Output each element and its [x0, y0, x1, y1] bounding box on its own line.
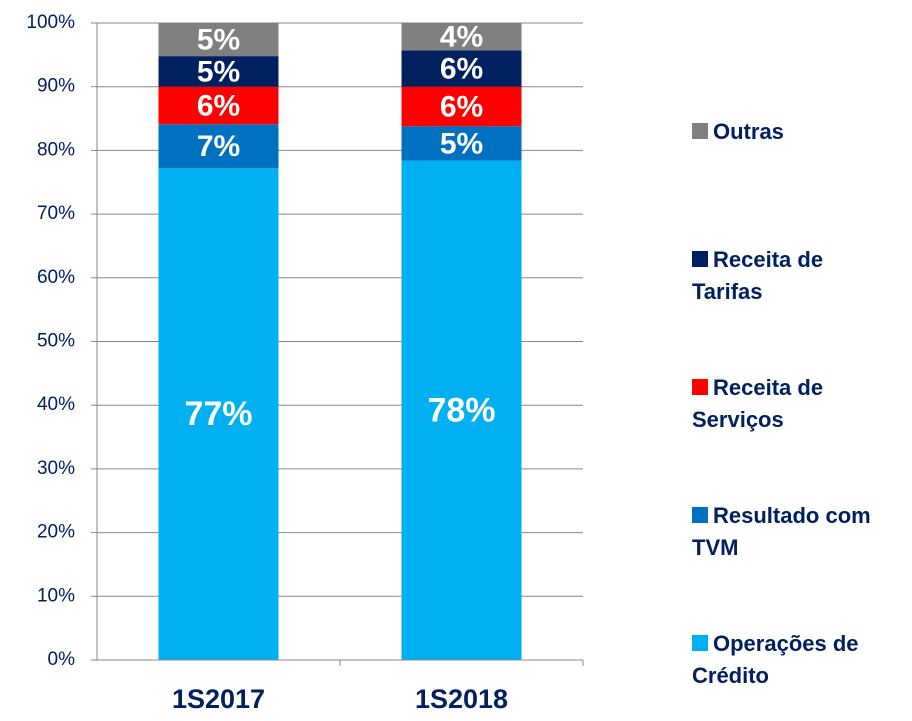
data-label: 6%: [440, 52, 483, 85]
bar-segment: [158, 23, 279, 57]
x-tick-label: 1S2017: [172, 684, 265, 714]
legend-item: Resultado com TVM: [692, 500, 892, 564]
legend-label: Operações de Crédito: [692, 631, 859, 688]
bar-segment: [401, 160, 522, 661]
legend-item: Receita de Tarifas: [692, 244, 892, 308]
legend-swatch: [692, 251, 708, 267]
legend-item: Outras: [692, 116, 892, 148]
data-label: 6%: [197, 89, 240, 122]
bar-segment: [158, 86, 279, 125]
data-label: 4%: [440, 21, 483, 54]
legend-swatch: [692, 635, 708, 651]
data-label: 5%: [440, 127, 483, 160]
y-tick-label: 30%: [37, 458, 75, 479]
y-tick-label: 50%: [37, 331, 75, 352]
legend-item: Receita de Serviços: [692, 372, 892, 436]
y-tick-label: 90%: [37, 76, 75, 97]
legend-label: Resultado com TVM: [692, 503, 871, 560]
y-tick-label: 40%: [37, 394, 75, 415]
legend-label: Outras: [713, 119, 784, 144]
y-tick-label: 80%: [37, 139, 75, 160]
y-tick-label: 70%: [37, 203, 75, 224]
data-label: 6%: [440, 90, 483, 123]
y-tick-label: 60%: [37, 267, 75, 288]
bar-segment: [401, 126, 522, 161]
bar-segment: [158, 168, 279, 660]
legend-swatch: [692, 123, 708, 139]
bar-segment: [401, 86, 522, 127]
legend-item: Operações de Crédito: [692, 628, 892, 692]
y-tick-label: 100%: [26, 12, 75, 33]
data-label: 77%: [184, 395, 252, 433]
x-tick-label: 1S2018: [415, 684, 508, 714]
y-tick-label: 10%: [37, 585, 75, 606]
data-label: 5%: [197, 55, 240, 88]
legend-label: Receita de Serviços: [692, 375, 824, 432]
data-label: 7%: [197, 130, 240, 163]
legend-label: Receita de Tarifas: [692, 247, 824, 304]
data-label: 78%: [427, 391, 495, 429]
y-tick-label: 20%: [37, 522, 75, 543]
bar-segment: [158, 124, 279, 169]
bar-segment: [401, 23, 522, 51]
y-tick-label: 0%: [48, 649, 76, 670]
legend-swatch: [692, 507, 708, 523]
legend-swatch: [692, 379, 708, 395]
bar-segment: [401, 50, 522, 87]
data-label: 5%: [197, 23, 240, 56]
bar-segment: [158, 56, 279, 87]
